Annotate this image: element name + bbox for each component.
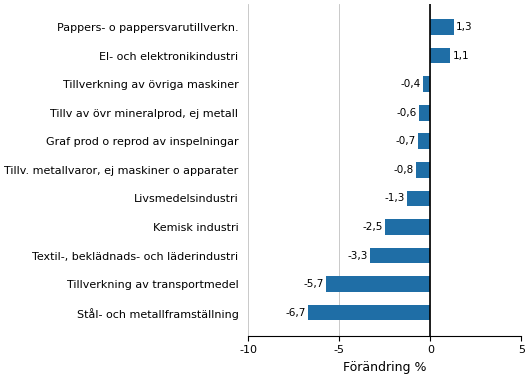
Bar [308, 305, 430, 321]
Bar [326, 276, 430, 292]
Bar [423, 76, 430, 92]
Bar [416, 162, 430, 178]
Text: -0,7: -0,7 [395, 136, 415, 146]
Text: -0,8: -0,8 [393, 165, 414, 175]
Text: -2,5: -2,5 [362, 222, 382, 232]
X-axis label: Förändring %: Förändring % [343, 361, 426, 374]
Bar [430, 48, 450, 64]
Bar [370, 248, 430, 263]
Text: -1,3: -1,3 [384, 194, 404, 203]
Text: 1,1: 1,1 [452, 51, 469, 60]
Text: 1,3: 1,3 [456, 22, 473, 32]
Bar [385, 219, 430, 235]
Text: -6,7: -6,7 [286, 308, 306, 318]
Text: -0,6: -0,6 [397, 108, 417, 118]
Text: -3,3: -3,3 [348, 251, 368, 260]
Bar [430, 19, 454, 35]
Bar [419, 105, 430, 121]
Text: -5,7: -5,7 [304, 279, 324, 289]
Bar [407, 191, 430, 206]
Text: -0,4: -0,4 [400, 79, 421, 89]
Bar [417, 133, 430, 149]
